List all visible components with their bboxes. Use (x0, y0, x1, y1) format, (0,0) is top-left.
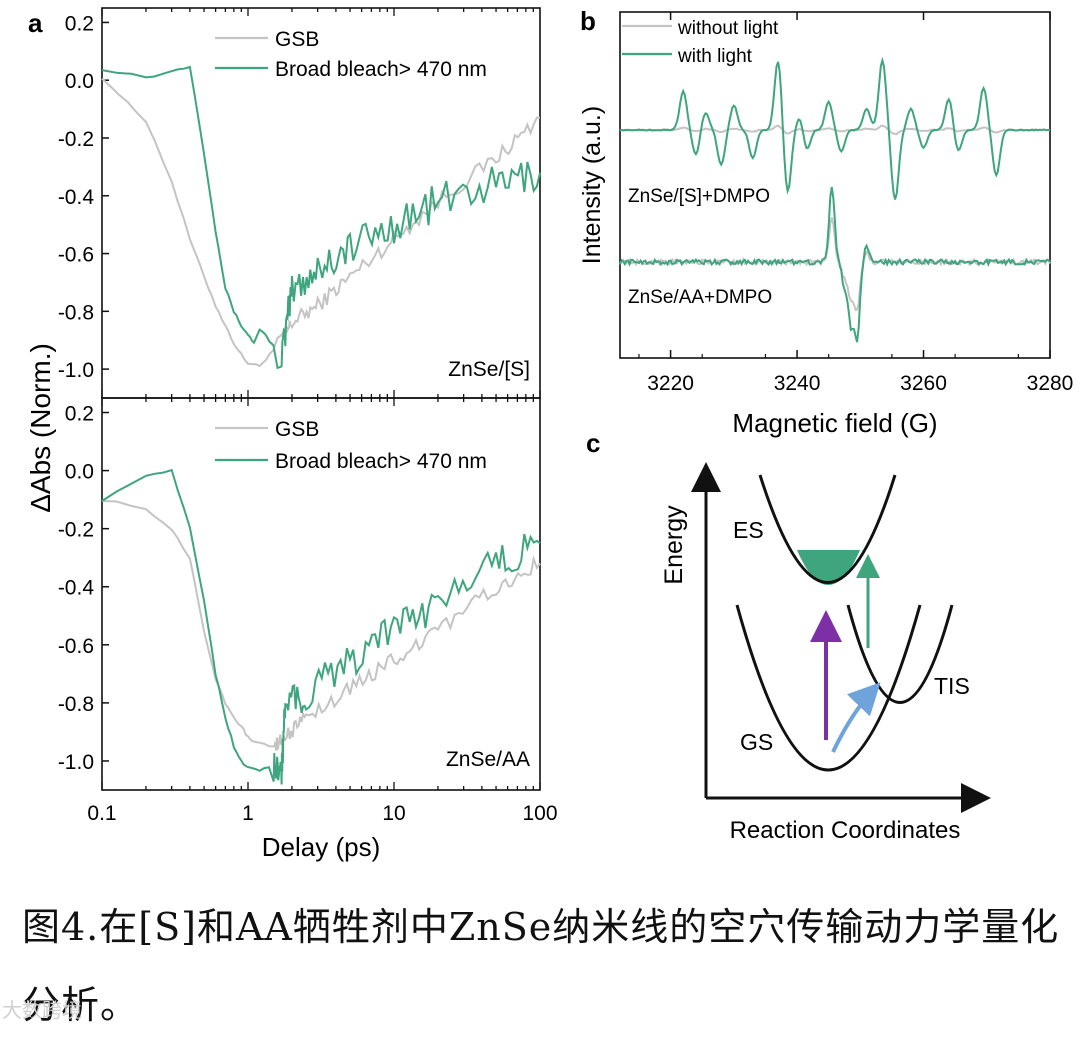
series-gsb (101, 77, 541, 368)
y-axis-label-b: Intensity (a.u.) (578, 106, 606, 264)
x-axis-label-b: Magnetic field (G) (732, 408, 937, 438)
x-tick-label: 10 (382, 802, 405, 825)
legend-with-light: with light (677, 46, 753, 67)
y-tick-label: -0.4 (58, 186, 95, 209)
tis-label: TIS (934, 673, 970, 699)
es-curve (758, 474, 897, 584)
plot-b: 3220 3240 3260 3280 without light with ligh… (578, 11, 1074, 438)
epr-with-light-upper (619, 56, 1051, 200)
x-tick-label: 0.1 (87, 802, 116, 825)
sample-label: ZnSe/[S] (448, 358, 530, 381)
panel-label-b: b (580, 6, 596, 36)
y-tick-label: -1.0 (58, 359, 94, 382)
y-tick-label: 0.2 (65, 403, 94, 426)
y-tick-label: -0.8 (58, 301, 94, 324)
x-tick-label: 3280 (1027, 372, 1074, 395)
gs-curve (735, 604, 922, 772)
y-tick-label: -0.2 (58, 128, 94, 151)
legend-gsb: GSB (275, 28, 319, 51)
y-tick-label: -0.2 (58, 519, 94, 542)
x-tick-label: 100 (522, 802, 557, 825)
x-tick-label: 3240 (774, 372, 821, 395)
trapping-arrow (831, 682, 881, 753)
y-tick-label: -0.6 (58, 244, 94, 267)
legend-gsb: GSB (275, 418, 319, 441)
x-tick-label: 3220 (647, 372, 694, 395)
legend-without-light: without light (677, 18, 779, 39)
tis-curve (846, 604, 954, 704)
figure: a ΔAbs (Norm.) 0.2 0.0 -0.2 -0.4 -0.6 -0.8 -1.… (25, 6, 1074, 862)
panel-label-a: a (28, 8, 43, 38)
legend-broad-bleach: Broad bleach> 470 nm (275, 450, 487, 473)
series-broad-bleach (101, 65, 541, 370)
sample-label: ZnSe/AA (446, 748, 530, 771)
y-tick-label: 0.0 (65, 461, 94, 484)
plot-a-bottom: 0.20.0-0.2-0.4-0.6-0.8-1.00.1 1 10 100 GSB … (58, 397, 558, 862)
energy-label: Energy (660, 505, 688, 585)
gs-label: GS (740, 729, 773, 755)
es-label: ES (733, 517, 764, 543)
figure-caption: 图4.在[S]和AA牺牲剂中ZnSe纳米线的空穴传输动力学量化分析。 (22, 905, 1060, 1027)
y-tick-label: 0.0 (65, 70, 94, 93)
reaction-coordinates-label: Reaction Coordinates (730, 817, 961, 844)
legend-broad-bleach: Broad bleach> 470 nm (275, 58, 487, 81)
y-axis-label-a: ΔAbs (Norm.) (25, 343, 56, 513)
panel-label-c: c (586, 428, 600, 458)
y-tick-label: -1.0 (58, 751, 94, 774)
x-tick-label: 3260 (900, 372, 947, 395)
annotation-znse-aa-dmpo: ZnSe/AA+DMPO (628, 287, 772, 308)
y-tick-label: -0.4 (58, 577, 95, 600)
annotation-znse-s-dmpo: ZnSe/[S]+DMPO (628, 186, 770, 207)
y-tick-label: 0.2 (65, 12, 94, 35)
y-tick-label: -0.6 (58, 635, 94, 658)
y-tick-label: -0.8 (58, 693, 94, 716)
plot-a-top: 0.2 0.0 -0.2 -0.4 -0.6 -0.8 -1.0 GSB Broad ble… (58, 7, 541, 399)
series-broad-bleach (101, 468, 541, 785)
x-tick-label: 1 (242, 802, 254, 825)
series-gsb (101, 500, 541, 751)
es-filled-region (797, 550, 860, 585)
watermark: 大数跨境 (2, 998, 82, 1022)
energy-diagram: Energy Reaction Coordinates ES GS TIS (660, 462, 991, 844)
x-axis-label-a: Delay (ps) (262, 832, 380, 862)
epr-with-light-lower (619, 186, 1051, 343)
